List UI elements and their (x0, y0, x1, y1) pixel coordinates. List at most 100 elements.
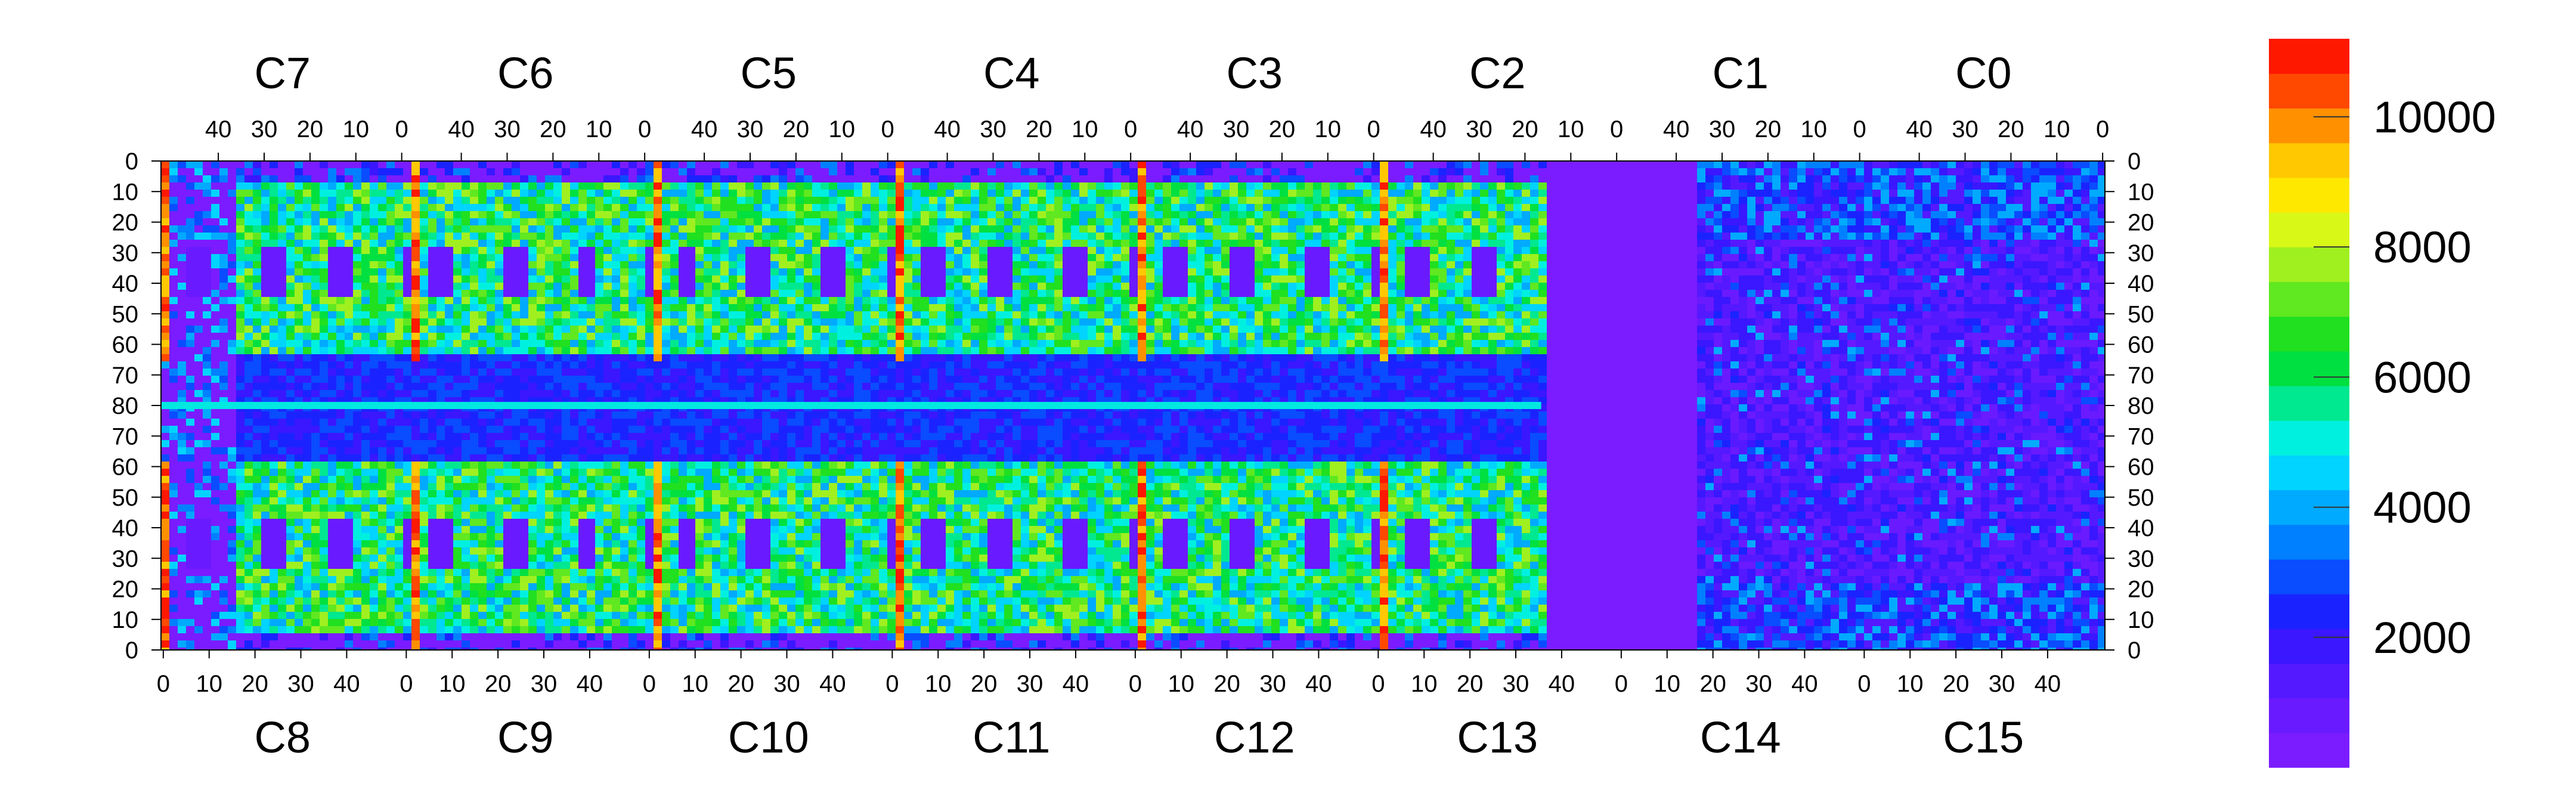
left-y-tick-label: 0 (125, 637, 138, 664)
colorbar-segment (2269, 628, 2349, 664)
colorbar-tick-label: 4000 (2373, 483, 2472, 532)
top-x-tick-label: 10 (586, 116, 612, 143)
colorbar-segment (2269, 281, 2349, 317)
top-x-tick-label: 40 (205, 116, 232, 143)
bottom-x-tick-label: 0 (1857, 671, 1871, 697)
right-y-tick-label: 0 (2128, 148, 2141, 175)
top-x-tick-label: 20 (1269, 116, 1296, 143)
top-x-tick-label: 20 (1998, 116, 2024, 143)
bottom-x-tick-label: 10 (1897, 671, 1924, 697)
left-y-tick-label: 60 (112, 454, 139, 481)
top-x-tick-label: 10 (2044, 116, 2070, 143)
bottom-x-axis: 0 10 20 30 40 0 10 20 30 40 0 10 20 30 40 0 10 20 30 40 0 10 2… (157, 650, 2061, 697)
top-x-tick-label: 10 (343, 116, 370, 143)
top-x-tick-label: 40 (1906, 116, 1933, 143)
bottom-x-tick-label: 20 (971, 671, 998, 697)
bottom-x-tick-label: 40 (577, 671, 603, 697)
right-y-tick-label: 50 (2128, 485, 2154, 511)
top-x-tick-label: 0 (1367, 116, 1380, 143)
right-y-axis: 0 10 20 30 40 50 60 70 80 70 60 50 40 30 20 10 0 (2105, 148, 2154, 664)
colorbar-tick-label: 6000 (2373, 352, 2472, 402)
bottom-x-tick-label: 30 (773, 671, 800, 697)
left-y-tick-label: 0 (125, 148, 138, 175)
top-x-tick-label: 0 (1124, 116, 1137, 143)
right-y-tick-label: 10 (2128, 179, 2154, 205)
colorbar-segment (2269, 663, 2349, 699)
bottom-chip-label: C12 (1214, 713, 1295, 762)
bottom-chip-label: C10 (728, 713, 809, 762)
bottom-x-tick-label: 0 (400, 671, 413, 697)
top-x-tick-label: 30 (737, 116, 764, 143)
bottom-x-tick-label: 30 (531, 671, 558, 697)
bottom-x-tick-label: 10 (1168, 671, 1194, 697)
right-y-tick-label: 70 (2128, 363, 2154, 389)
right-y-tick-label: 40 (2128, 515, 2154, 541)
left-y-tick-label: 20 (112, 210, 139, 236)
colorbar-segment (2269, 559, 2349, 595)
right-y-tick-label: 80 (2128, 393, 2154, 419)
colorbar-segment (2269, 732, 2349, 768)
top-chip-label: C7 (254, 48, 311, 98)
colorbar-segment (2269, 108, 2349, 144)
right-y-tick-label: 40 (2128, 271, 2154, 297)
left-y-tick-label: 40 (112, 271, 139, 297)
bottom-x-tick-label: 30 (1259, 671, 1286, 697)
top-x-tick-label: 20 (540, 116, 566, 143)
top-x-tick-label: 40 (691, 116, 718, 143)
top-x-tick-label: 20 (1026, 116, 1052, 143)
bottom-chip-label: C11 (973, 713, 1050, 762)
colorbar-segment (2269, 143, 2349, 178)
top-x-tick-label: 40 (1177, 116, 1204, 143)
bottom-chip-label: C13 (1457, 713, 1538, 762)
bottom-x-tick-label: 20 (1943, 671, 1970, 697)
colorbar-segment (2269, 455, 2349, 491)
heatmap-cells (161, 161, 2105, 650)
right-y-tick-label: 30 (2128, 240, 2154, 267)
left-y-tick-label: 50 (112, 301, 139, 327)
top-x-tick-label: 10 (1072, 116, 1098, 143)
top-x-tick-label: 30 (1223, 116, 1250, 143)
bottom-x-tick-label: 0 (643, 671, 656, 697)
bottom-x-tick-label: 40 (333, 671, 360, 697)
left-y-tick-label: 30 (112, 240, 139, 267)
colorbar-segment (2269, 420, 2349, 456)
colorbar-segment (2269, 698, 2349, 733)
bottom-x-tick-label: 20 (485, 671, 512, 697)
bottom-x-tick-label: 30 (287, 671, 314, 697)
right-y-tick-label: 20 (2128, 210, 2154, 236)
colorbar-segment (2269, 177, 2349, 213)
left-y-tick-label: 40 (112, 515, 139, 541)
top-x-tick-label: 0 (1853, 116, 1866, 143)
top-x-tick-label: 30 (1466, 116, 1493, 143)
left-y-tick-label: 10 (112, 179, 139, 205)
right-y-tick-label: 70 (2128, 423, 2154, 450)
right-y-tick-label: 60 (2128, 332, 2154, 358)
top-x-tick-label: 20 (1512, 116, 1538, 143)
top-x-tick-label: 0 (1610, 116, 1623, 143)
right-y-tick-label: 0 (2128, 637, 2141, 664)
top-chip-label: C5 (740, 48, 797, 98)
top-x-tick-label: 0 (638, 116, 651, 143)
top-x-tick-label: 40 (1663, 116, 1690, 143)
bottom-x-tick-label: 40 (1063, 671, 1089, 697)
bottom-x-tick-label: 10 (1654, 671, 1680, 697)
top-x-tick-label: 30 (980, 116, 1007, 143)
bottom-x-tick-label: 40 (2035, 671, 2061, 697)
bottom-x-tick-label: 10 (682, 671, 708, 697)
top-x-tick-label: 30 (1709, 116, 1736, 143)
bottom-x-tick-label: 0 (886, 671, 899, 697)
colorbar-tick-label: 10000 (2373, 92, 2496, 142)
bottom-x-tick-label: 10 (925, 671, 952, 697)
top-x-tick-label: 10 (1801, 116, 1828, 143)
colorbar-segment (2269, 39, 2349, 74)
top-x-tick-label: 20 (297, 116, 324, 143)
top-x-tick-label: 40 (448, 116, 475, 143)
bottom-x-tick-label: 40 (1791, 671, 1818, 697)
bottom-x-tick-label: 30 (1017, 671, 1044, 697)
top-chip-label: C4 (983, 48, 1040, 98)
left-y-tick-label: 70 (112, 363, 139, 389)
top-chip-label: C2 (1469, 48, 1526, 98)
bottom-chip-label: C14 (1700, 713, 1781, 762)
colorbar-segment (2269, 212, 2349, 247)
bottom-chip-label: C8 (254, 713, 311, 762)
